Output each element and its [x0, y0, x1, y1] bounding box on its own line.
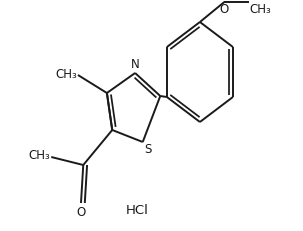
Text: O: O — [220, 3, 229, 16]
Text: CH₃: CH₃ — [250, 3, 271, 16]
Text: HCl: HCl — [126, 204, 149, 217]
Text: N: N — [131, 58, 139, 71]
Text: CH₃: CH₃ — [29, 149, 51, 162]
Text: S: S — [144, 143, 151, 156]
Text: O: O — [76, 206, 86, 219]
Text: CH₃: CH₃ — [55, 69, 77, 82]
